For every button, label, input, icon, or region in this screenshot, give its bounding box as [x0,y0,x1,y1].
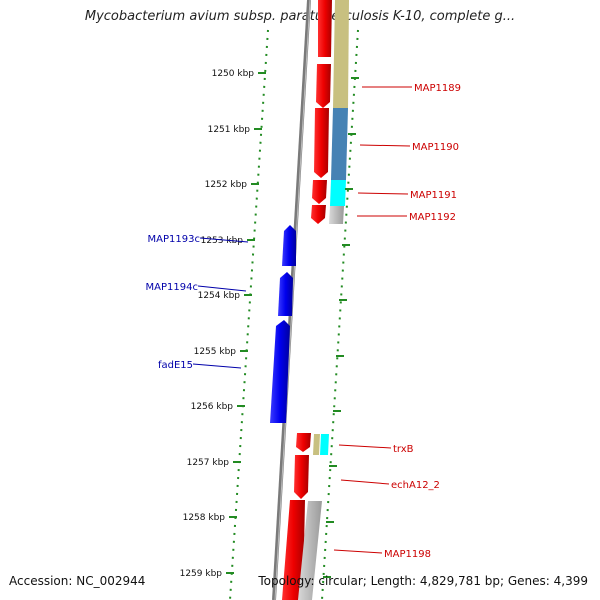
gene-label-trxb: trxB [393,444,414,455]
tick-label-1256: 1256 kbp [191,402,234,412]
tick-label-1250: 1250 kbp [212,69,255,79]
accession-text: Accession: NC_002944 [9,574,146,588]
cog-steel-strip [331,108,348,180]
tick-label-1252: 1252 kbp [205,180,248,190]
kbp-ticks: 1250 kbp 1251 kbp 1252 kbp 1253 kbp 1254 kbp… [180,69,359,579]
leader-map1194c [197,285,247,292]
tick-label-1257: 1257 kbp [187,458,230,468]
tick-label-1255: 1255 kbp [194,347,237,357]
gene-label-map1192: MAP1192 [409,212,456,223]
gene-label-map1190: MAP1190 [412,142,459,153]
topology-summary: Topology: circular; Length: 4,829,781 bp… [258,574,588,588]
gene-label-map1191: MAP1191 [410,190,457,201]
gene-echa12-2 [294,455,309,499]
gene-trxb [296,433,311,452]
cog-cyan-strip-b [320,434,329,455]
leader-map1198 [333,549,383,554]
genome-backbone-highlight [274,0,311,600]
cog-gray-strip-b [298,501,322,600]
tick-label-1258: 1258 kbp [183,513,226,523]
gene-map1190 [314,108,329,178]
tick-label-1254: 1254 kbp [198,291,241,301]
gene-label-map1193c: MAP1193c [148,234,200,245]
gene-map1192 [311,205,326,224]
gene-label-map1194c: MAP1194c [146,282,198,293]
map-title: Mycobacterium avium subsp. paratuberculo… [84,9,516,24]
gene-label-map1198: MAP1198 [384,549,431,560]
gene-map1188-segment [318,0,332,57]
tick-label-1259: 1259 kbp [180,569,223,579]
inner-dotted-guide [229,29,269,600]
gene-label-echa12_2: echA12_2 [391,480,440,491]
gene-labels: MAP1189 MAP1190 MAP1191 MAP1192 trxB echA12_2… [146,83,461,560]
gene-label-fade15: fadE15 [158,360,193,371]
gene-map1194c [278,272,293,316]
cog-gray-strip-a [329,206,344,224]
leader-fade15 [192,363,242,369]
cog-olive-strip-b [313,434,320,455]
gene-map1189 [316,64,331,108]
tick-label-1251: 1251 kbp [208,125,251,135]
leader-map1190 [359,144,411,147]
cog-olive-strip [333,0,349,108]
leader-trxb [338,444,392,449]
gene-fade15 [270,320,290,423]
gene-label-map1189: MAP1189 [414,83,461,94]
leader-map1191 [357,192,409,195]
leader-echa12_2 [340,479,390,485]
gene-map1191 [312,180,327,204]
cog-cyan-strip [330,180,346,206]
gene-map1193c [282,225,296,266]
leader-map1193c [199,237,249,243]
tick-label-1253: 1253 kbp [201,236,244,246]
gene-map1198 [282,500,305,600]
